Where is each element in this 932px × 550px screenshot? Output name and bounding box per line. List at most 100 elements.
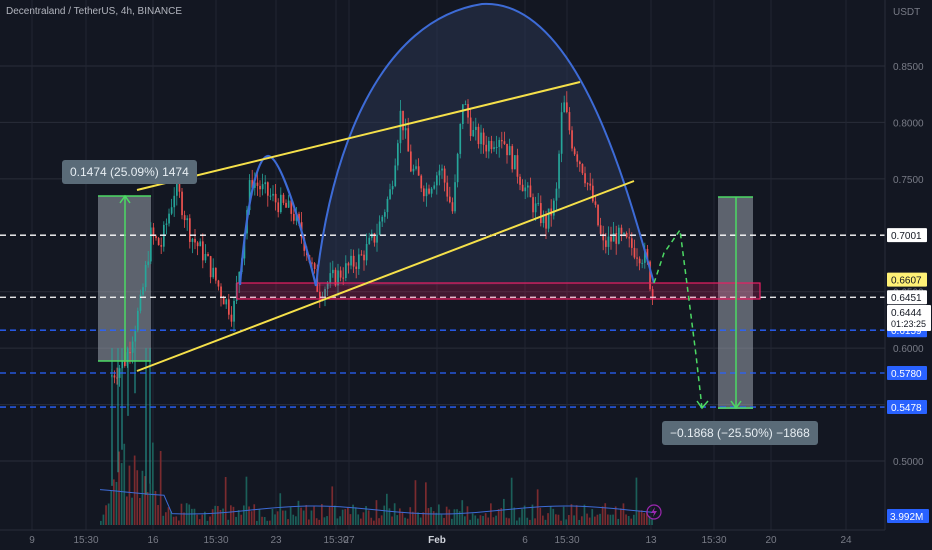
volume-bar xyxy=(276,511,279,525)
candle-body xyxy=(597,204,599,226)
time-tick-label: 15:30 xyxy=(323,535,348,546)
volume-bar xyxy=(310,510,313,525)
candle-body xyxy=(280,194,282,213)
lower-trendline[interactable] xyxy=(136,180,635,372)
candle-body xyxy=(579,161,581,165)
volume-bar xyxy=(204,511,206,525)
volume-bar xyxy=(549,505,552,525)
candle-body xyxy=(248,180,251,211)
volume-bar xyxy=(232,506,235,525)
level-price-tag xyxy=(887,365,927,380)
volume-bar xyxy=(100,520,102,525)
volume-bar xyxy=(591,509,594,525)
candle-body xyxy=(477,126,480,145)
volume-bar xyxy=(479,515,482,525)
candle-body xyxy=(612,233,615,242)
volume-bar xyxy=(321,504,323,525)
volume-bar xyxy=(518,517,521,525)
volume-bar xyxy=(380,515,383,525)
candle-body xyxy=(363,254,365,261)
candle-body xyxy=(254,182,256,188)
candle-body xyxy=(397,143,399,166)
candle-body xyxy=(602,233,605,241)
candle-body xyxy=(425,188,428,197)
volume-bar xyxy=(331,486,334,525)
level-price-text: 0.6607 xyxy=(891,276,922,287)
candle-body xyxy=(298,213,300,223)
volume-bar xyxy=(375,500,378,525)
upper-trendline[interactable] xyxy=(136,81,581,191)
price-tick-label: 0.6000 xyxy=(893,344,924,355)
volume-bar xyxy=(172,516,175,525)
volume-bar xyxy=(500,508,503,525)
volume-bar xyxy=(594,516,596,525)
candle-body xyxy=(365,243,368,261)
candle-body xyxy=(449,196,451,203)
price-tick-label: 0.8500 xyxy=(893,62,924,73)
candle-body xyxy=(454,182,456,212)
volume-bar xyxy=(193,508,196,525)
price-tick-label: 0.8000 xyxy=(893,118,924,129)
volume-bar xyxy=(427,508,430,525)
candle-body xyxy=(412,168,415,172)
volume-bar xyxy=(604,503,607,525)
candle-body xyxy=(144,264,147,288)
volume-bar xyxy=(131,497,133,525)
volume-bar xyxy=(401,511,404,525)
volume-bar xyxy=(370,517,373,525)
volume-bar xyxy=(534,518,536,525)
candle-body xyxy=(233,300,235,322)
volume-bar xyxy=(562,506,565,525)
volume-bar xyxy=(445,506,448,525)
candle-body xyxy=(586,183,589,185)
candle-body xyxy=(581,164,584,174)
volume-bar xyxy=(620,508,622,525)
volume-bar xyxy=(526,517,529,525)
volume-bar xyxy=(542,515,544,525)
cup-arc[interactable] xyxy=(315,2,655,287)
volume-bar xyxy=(503,498,505,525)
candle-body xyxy=(446,182,449,197)
candle-body xyxy=(152,227,155,237)
volume-bar xyxy=(651,518,653,525)
support-zone[interactable] xyxy=(236,282,761,300)
candle-body xyxy=(168,213,170,224)
candle-body xyxy=(345,263,347,279)
candle-body xyxy=(155,236,157,239)
volume-bar xyxy=(422,512,425,525)
volume-bar xyxy=(386,493,388,525)
volume-bar xyxy=(328,506,331,525)
lightning-icon[interactable] xyxy=(646,504,662,520)
candle-body xyxy=(514,155,516,170)
volume-bar xyxy=(365,506,367,525)
price-axis[interactable]: USDT0.85000.80000.75000.65000.60000.5500… xyxy=(884,0,932,530)
volume-bar xyxy=(583,504,586,525)
volume-bar xyxy=(287,519,289,525)
volume-bar xyxy=(237,510,240,525)
volume-bar xyxy=(578,519,581,525)
volume-bar xyxy=(297,500,300,525)
candle-body xyxy=(118,368,121,378)
volume-ma-line xyxy=(99,489,653,515)
candle-body xyxy=(225,299,228,305)
level-price-text: 0.5478 xyxy=(891,403,922,414)
volume-bar xyxy=(430,507,432,525)
volume-bar xyxy=(357,514,360,525)
candle-body xyxy=(649,261,651,290)
candle-body xyxy=(389,189,391,199)
volume-bar xyxy=(279,493,282,525)
candle-body xyxy=(467,104,469,118)
candle-body xyxy=(438,170,441,176)
small-arc[interactable] xyxy=(238,154,318,287)
volume-bar xyxy=(196,514,198,525)
volume-bar xyxy=(575,505,578,525)
measure-up-label: 0.1474 (25.09%) 1474 xyxy=(62,160,197,184)
projection-path[interactable] xyxy=(653,227,703,409)
candle-body xyxy=(165,223,168,225)
volume-bar xyxy=(113,479,115,525)
volume-bar xyxy=(118,451,120,525)
candle-body xyxy=(261,184,264,190)
